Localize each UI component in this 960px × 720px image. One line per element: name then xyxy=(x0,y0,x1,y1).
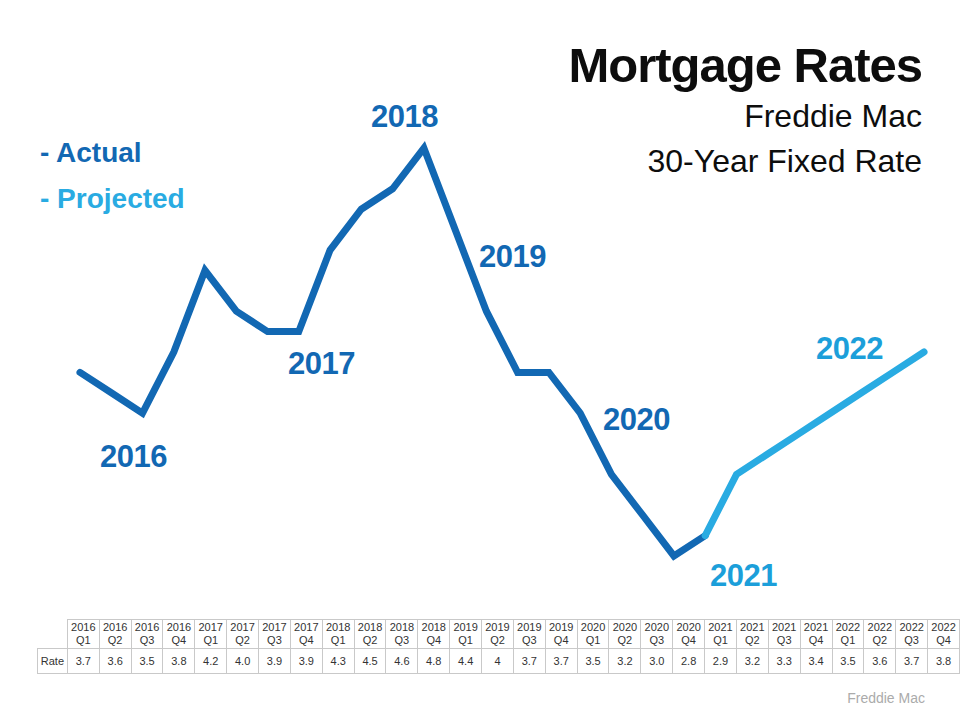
rate-cell-2017-Q1: 4.2 xyxy=(195,649,227,674)
legend: - Actual - Projected xyxy=(40,130,185,222)
rate-cell-2018-Q3: 4.6 xyxy=(386,649,418,674)
col-header-2017-Q1: 2017Q1 xyxy=(195,620,227,649)
subtitle-30-year-fixed-rate: 30-Year Fixed Rate xyxy=(568,139,922,184)
year-label-2016: 2016 xyxy=(100,441,167,472)
year-label-2017: 2017 xyxy=(288,348,355,379)
rate-cell-2018-Q2: 4.5 xyxy=(354,649,386,674)
rate-cell-2016-Q3: 3.5 xyxy=(131,649,163,674)
rate-cell-2017-Q2: 4.0 xyxy=(227,649,259,674)
year-label-2019: 2019 xyxy=(479,241,546,272)
rate-cell-2021-Q4: 3.4 xyxy=(800,649,832,674)
col-header-2022-Q4: 2022Q4 xyxy=(928,620,960,649)
rate-cell-2020-Q3: 3.0 xyxy=(641,649,673,674)
rate-cell-2016-Q4: 3.8 xyxy=(163,649,195,674)
col-header-2020-Q3: 2020Q3 xyxy=(641,620,673,649)
rate-cell-2020-Q4: 2.8 xyxy=(673,649,705,674)
col-header-2017-Q3: 2017Q3 xyxy=(259,620,291,649)
rate-cell-2016-Q1: 3.7 xyxy=(67,649,99,674)
col-header-2018-Q4: 2018Q4 xyxy=(418,620,450,649)
col-header-2016-Q1: 2016Q1 xyxy=(67,620,99,649)
col-header-2020-Q1: 2020Q1 xyxy=(577,620,609,649)
col-header-2022-Q2: 2022Q2 xyxy=(864,620,896,649)
year-label-2021: 2021 xyxy=(710,560,777,591)
rate-cell-2022-Q1: 3.5 xyxy=(832,649,864,674)
col-header-2019-Q1: 2019Q1 xyxy=(450,620,482,649)
year-label-2022: 2022 xyxy=(816,333,883,364)
col-header-2019-Q3: 2019Q3 xyxy=(513,620,545,649)
rate-cell-2018-Q1: 4.3 xyxy=(322,649,354,674)
col-header-2020-Q4: 2020Q4 xyxy=(673,620,705,649)
rate-cell-2022-Q4: 3.8 xyxy=(928,649,960,674)
slide-canvas: Mortgage Rates Freddie Mac 30-Year Fixed… xyxy=(0,0,960,720)
col-header-2016-Q3: 2016Q3 xyxy=(131,620,163,649)
rate-cell-2019-Q1: 4.4 xyxy=(450,649,482,674)
rate-cell-2019-Q2: 4 xyxy=(482,649,514,674)
col-header-2022-Q3: 2022Q3 xyxy=(896,620,928,649)
col-header-2022-Q1: 2022Q1 xyxy=(832,620,864,649)
rates-table: 2016Q12016Q22016Q32016Q42017Q12017Q22017… xyxy=(37,619,960,674)
year-label-2018: 2018 xyxy=(371,101,438,132)
col-header-2021-Q3: 2021Q3 xyxy=(768,620,800,649)
rate-cell-2018-Q4: 4.8 xyxy=(418,649,450,674)
col-header-2021-Q1: 2021Q1 xyxy=(705,620,737,649)
col-header-2021-Q4: 2021Q4 xyxy=(800,620,832,649)
rate-cell-2020-Q1: 3.5 xyxy=(577,649,609,674)
col-header-2018-Q1: 2018Q1 xyxy=(322,620,354,649)
source-label: Freddie Mac xyxy=(847,690,925,706)
col-header-2018-Q2: 2018Q2 xyxy=(354,620,386,649)
rate-cell-2017-Q3: 3.9 xyxy=(259,649,291,674)
rate-cell-2016-Q2: 3.6 xyxy=(99,649,131,674)
col-header-2020-Q2: 2020Q2 xyxy=(609,620,641,649)
col-header-2019-Q4: 2019Q4 xyxy=(545,620,577,649)
col-header-2021-Q2: 2021Q2 xyxy=(736,620,768,649)
subtitle-freddie-mac: Freddie Mac xyxy=(568,94,922,139)
rate-cell-2021-Q3: 3.3 xyxy=(768,649,800,674)
table-corner-cell xyxy=(38,620,68,649)
rate-cell-2017-Q4: 3.9 xyxy=(290,649,322,674)
rate-cell-2019-Q3: 3.7 xyxy=(513,649,545,674)
year-label-2020: 2020 xyxy=(603,404,670,435)
col-header-2016-Q4: 2016Q4 xyxy=(163,620,195,649)
rate-row-label: Rate xyxy=(38,649,68,674)
projected-line xyxy=(705,352,924,536)
legend-actual: - Actual xyxy=(40,130,185,176)
col-header-2016-Q2: 2016Q2 xyxy=(99,620,131,649)
rate-cell-2022-Q2: 3.6 xyxy=(864,649,896,674)
rate-cell-2021-Q1: 2.9 xyxy=(705,649,737,674)
rate-cell-2019-Q4: 3.7 xyxy=(545,649,577,674)
title-block: Mortgage Rates Freddie Mac 30-Year Fixed… xyxy=(568,36,922,184)
col-header-2017-Q2: 2017Q2 xyxy=(227,620,259,649)
rate-cell-2022-Q3: 3.7 xyxy=(896,649,928,674)
rate-cell-2021-Q2: 3.2 xyxy=(736,649,768,674)
page-title: Mortgage Rates xyxy=(568,36,922,94)
col-header-2019-Q2: 2019Q2 xyxy=(482,620,514,649)
legend-projected: - Projected xyxy=(40,176,185,222)
col-header-2017-Q4: 2017Q4 xyxy=(290,620,322,649)
rate-cell-2020-Q2: 3.2 xyxy=(609,649,641,674)
col-header-2018-Q3: 2018Q3 xyxy=(386,620,418,649)
